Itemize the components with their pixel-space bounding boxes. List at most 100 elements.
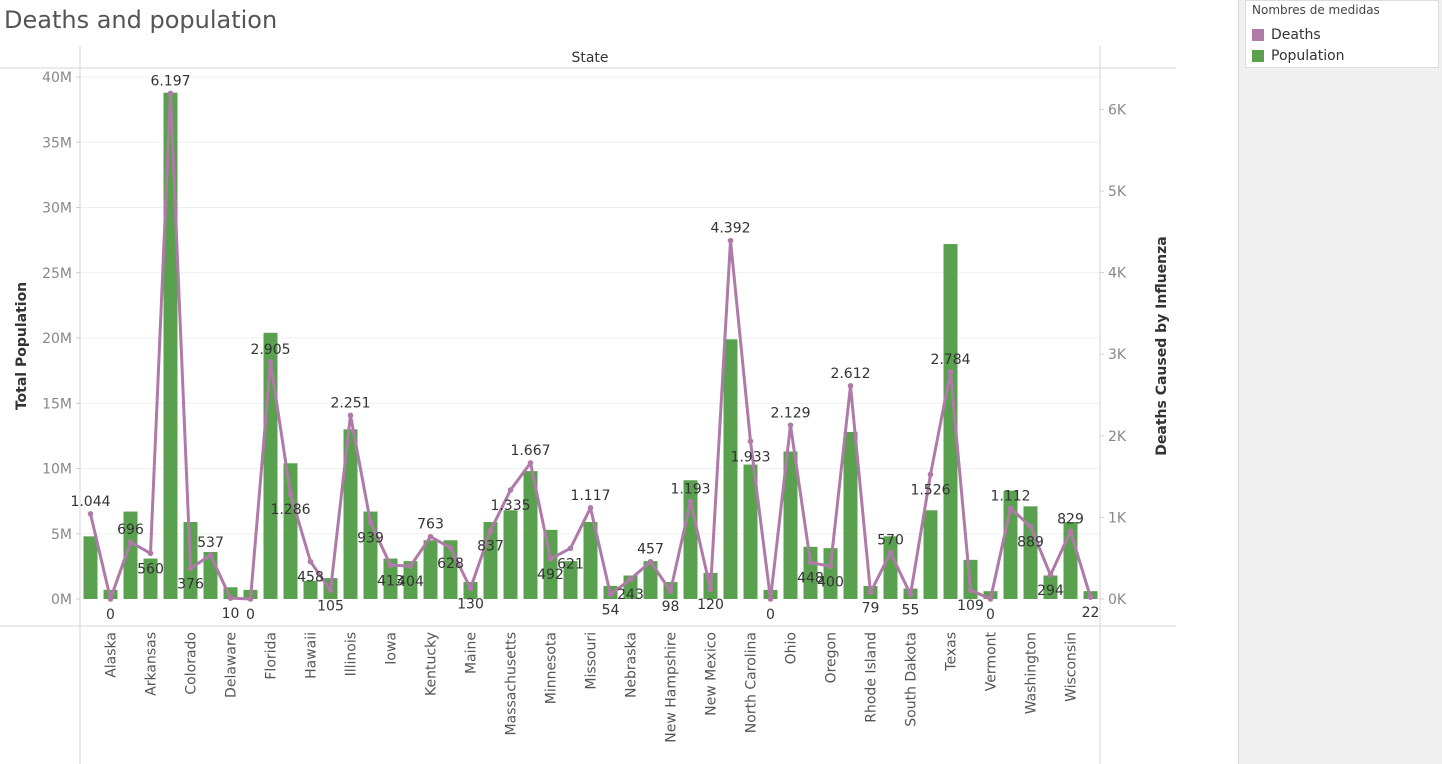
- population-bar[interactable]: [1043, 575, 1058, 599]
- deaths-point[interactable]: [547, 556, 554, 562]
- deaths-point[interactable]: [167, 90, 174, 97]
- population-bar[interactable]: [743, 464, 758, 599]
- deaths-point[interactable]: [767, 596, 774, 602]
- deaths-point[interactable]: [327, 587, 334, 594]
- x-tick-label: Iowa: [384, 632, 400, 665]
- x-tick-label: Kentucky: [424, 632, 440, 696]
- population-bar[interactable]: [83, 536, 98, 599]
- deaths-point[interactable]: [827, 563, 834, 570]
- deaths-point[interactable]: [247, 596, 254, 602]
- population-bar[interactable]: [823, 548, 838, 599]
- deaths-point[interactable]: [947, 369, 954, 375]
- left-tick-label: 30M: [42, 201, 72, 217]
- deaths-point[interactable]: [427, 533, 434, 540]
- deaths-point[interactable]: [87, 511, 94, 517]
- deaths-point[interactable]: [587, 505, 594, 511]
- population-bar[interactable]: [223, 587, 238, 599]
- population-bar[interactable]: [383, 558, 398, 599]
- population-bar[interactable]: [843, 431, 858, 599]
- population-bar[interactable]: [943, 244, 958, 600]
- deaths-point[interactable]: [487, 527, 494, 534]
- x-tick-label: Delaware: [224, 632, 240, 698]
- deaths-point[interactable]: [447, 544, 454, 551]
- deaths-point[interactable]: [307, 558, 314, 565]
- population-bar[interactable]: [1023, 506, 1038, 599]
- population-bar[interactable]: [163, 92, 178, 599]
- deaths-point[interactable]: [227, 595, 234, 601]
- deaths-point[interactable]: [1027, 523, 1034, 530]
- deaths-point[interactable]: [647, 558, 654, 565]
- deaths-point[interactable]: [667, 588, 674, 594]
- deaths-point[interactable]: [267, 359, 274, 365]
- deaths-point[interactable]: [707, 586, 714, 593]
- population-bar[interactable]: [303, 580, 318, 599]
- legend-title: Nombres de medidas: [1252, 3, 1380, 17]
- deaths-point[interactable]: [527, 460, 534, 466]
- deaths-point[interactable]: [107, 596, 114, 602]
- deaths-point[interactable]: [507, 487, 514, 493]
- population-bar[interactable]: [783, 451, 798, 599]
- population-bar[interactable]: [283, 463, 298, 599]
- deaths-point[interactable]: [807, 559, 814, 566]
- deaths-point[interactable]: [887, 549, 894, 556]
- population-bar[interactable]: [803, 546, 818, 599]
- deaths-point[interactable]: [687, 498, 694, 505]
- deaths-data-label: 1.117: [570, 488, 610, 504]
- population-bar[interactable]: [503, 510, 518, 599]
- deaths-point[interactable]: [627, 576, 634, 582]
- deaths-data-label: 763: [417, 517, 444, 533]
- deaths-point[interactable]: [207, 552, 214, 558]
- deaths-data-label: 1.193: [670, 482, 710, 498]
- deaths-point[interactable]: [927, 471, 934, 478]
- deaths-point[interactable]: [147, 550, 154, 557]
- chart-frame: [0, 46, 1176, 764]
- deaths-point[interactable]: [727, 237, 734, 244]
- deaths-point[interactable]: [387, 562, 394, 569]
- population-bar[interactable]: [723, 339, 738, 599]
- deaths-point[interactable]: [987, 596, 994, 602]
- population-bar[interactable]: [143, 558, 158, 599]
- deaths-data-label: 448: [797, 570, 824, 586]
- deaths-point[interactable]: [1067, 528, 1074, 535]
- deaths-point[interactable]: [747, 438, 754, 445]
- deaths-data-label: 120: [697, 597, 724, 613]
- deaths-point[interactable]: [467, 585, 474, 592]
- legend-item-deaths[interactable]: Deaths: [1252, 27, 1321, 43]
- deaths-point[interactable]: [347, 412, 354, 419]
- deaths-point[interactable]: [907, 591, 914, 598]
- deaths-point[interactable]: [967, 587, 974, 593]
- deaths-point[interactable]: [847, 383, 854, 389]
- population-bar[interactable]: [523, 471, 538, 599]
- deaths-point[interactable]: [367, 519, 374, 526]
- deaths-point[interactable]: [1087, 594, 1094, 601]
- population-bar[interactable]: [343, 429, 358, 599]
- population-bar[interactable]: [403, 561, 418, 599]
- population-bar[interactable]: [683, 480, 698, 599]
- deaths-point[interactable]: [187, 565, 194, 572]
- deaths-point[interactable]: [407, 563, 414, 569]
- legend-item-population[interactable]: Population: [1252, 48, 1345, 64]
- deaths-point[interactable]: [1007, 505, 1014, 512]
- deaths-point[interactable]: [1047, 572, 1054, 578]
- deaths-point[interactable]: [867, 589, 874, 596]
- deaths-data-label: 243: [617, 587, 644, 603]
- population-bar[interactable]: [923, 510, 938, 599]
- deaths-data-label: 560: [137, 561, 164, 577]
- deaths-point[interactable]: [607, 591, 614, 598]
- population-bar[interactable]: [583, 522, 598, 599]
- deaths-data-label: 1.526: [910, 482, 950, 498]
- legend-label-deaths: Deaths: [1271, 27, 1321, 43]
- column-header: State: [571, 50, 608, 66]
- population-bar[interactable]: [423, 540, 438, 599]
- population-bar[interactable]: [643, 561, 658, 599]
- population-bar[interactable]: [883, 536, 898, 599]
- population-bar[interactable]: [123, 511, 138, 599]
- deaths-point[interactable]: [127, 539, 134, 546]
- deaths-data-labels: 1.044 0 696 560 6.197 376 537 10 0 2.905 1.286 458 1…: [70, 73, 1099, 623]
- population-bar[interactable]: [563, 561, 578, 599]
- combo-chart[interactable]: 0M 5M 10M 15M 20M 25M 30M 35M 40M 0K 1K 2K 3K 4K 5K 6K…: [0, 0, 1240, 764]
- deaths-point[interactable]: [787, 422, 794, 429]
- legend: Nombres de medidas Deaths Population: [1245, 0, 1439, 68]
- deaths-point[interactable]: [287, 491, 294, 497]
- deaths-point[interactable]: [567, 545, 574, 552]
